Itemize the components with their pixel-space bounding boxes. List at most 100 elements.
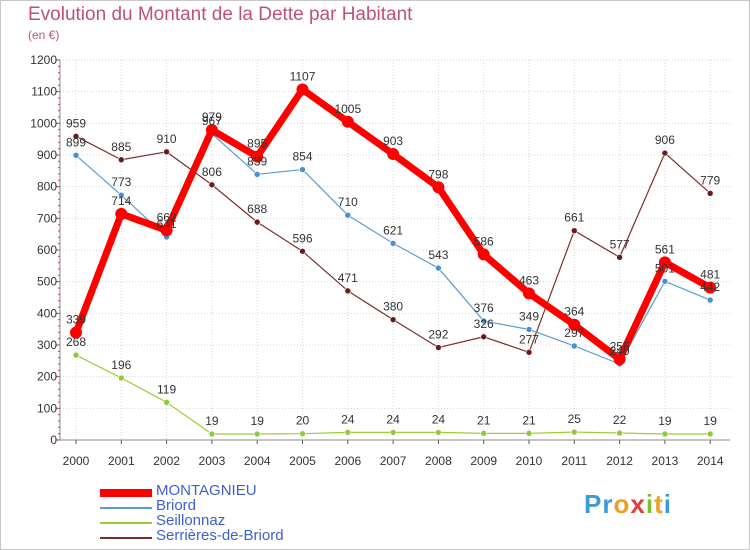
data-point — [432, 181, 445, 194]
data-label: 24 — [341, 412, 355, 426]
data-point — [525, 326, 533, 333]
data-label: 20 — [296, 414, 310, 428]
data-label: 119 — [157, 382, 176, 396]
data-point — [344, 211, 352, 219]
data-point — [525, 348, 533, 356]
y-tick-label: 1000 — [30, 116, 57, 130]
x-tick-label: 2001 — [108, 454, 135, 468]
data-label: 910 — [157, 132, 177, 146]
data-point — [435, 429, 442, 436]
data-point — [480, 333, 488, 341]
chart-title: Evolution du Montant de la Dette par Hab… — [28, 4, 413, 25]
data-label: 641 — [157, 217, 177, 231]
x-tick-label: 2007 — [380, 454, 407, 468]
y-tick-label: 1200 — [30, 53, 57, 67]
y-tick-label: 500 — [37, 275, 57, 289]
data-label: 21 — [522, 413, 536, 427]
x-tick-label: 2002 — [153, 454, 180, 468]
y-tick-label: 300 — [37, 338, 57, 352]
data-point — [389, 429, 397, 436]
data-label: 24 — [386, 412, 400, 426]
data-point — [616, 429, 623, 437]
data-point — [118, 191, 125, 199]
legend-label: Briord — [156, 497, 197, 514]
data-label: 268 — [66, 335, 86, 349]
data-label: 798 — [428, 167, 448, 181]
x-tick-label: 2013 — [652, 454, 679, 468]
y-tick-label: 200 — [37, 370, 57, 384]
data-label: 577 — [610, 237, 630, 251]
x-tick-label: 2014 — [697, 454, 724, 468]
y-tick-label: 1100 — [31, 85, 57, 99]
data-point — [208, 430, 216, 438]
data-label: 364 — [564, 305, 584, 319]
data-point — [118, 156, 125, 164]
data-label: 959 — [66, 116, 86, 130]
logo-letter: i — [645, 489, 655, 519]
data-point — [570, 428, 578, 436]
data-label: 376 — [474, 301, 494, 315]
legend-swatch — [100, 489, 152, 497]
data-point — [387, 148, 400, 161]
y-tick-label: 700 — [37, 211, 57, 225]
x-tick-label: 2003 — [199, 454, 226, 468]
data-label: 899 — [66, 135, 86, 149]
data-label: 688 — [247, 202, 267, 216]
legend-swatch — [100, 507, 152, 509]
data-point — [163, 148, 170, 156]
data-label: 339 — [66, 313, 86, 327]
data-point — [299, 247, 306, 255]
x-tick-label: 2000 — [63, 454, 90, 468]
data-label: 19 — [205, 414, 219, 428]
legend-label: Seillonnaz — [156, 512, 226, 529]
data-label: 24 — [432, 412, 446, 426]
data-point — [570, 227, 578, 234]
data-label: 471 — [338, 271, 358, 285]
data-point — [706, 190, 714, 197]
legend-swatch — [100, 522, 152, 524]
data-label: 277 — [519, 332, 539, 346]
data-label: 710 — [338, 195, 358, 209]
data-point — [658, 256, 671, 269]
data-point — [523, 287, 535, 300]
data-label: 779 — [700, 173, 720, 187]
data-point — [72, 152, 80, 159]
x-tick-label: 2006 — [334, 454, 361, 468]
legend-label: Serrières-de-Briord — [156, 527, 284, 544]
legend-swatch — [100, 537, 152, 539]
data-point — [480, 317, 488, 325]
data-label: 885 — [111, 140, 131, 154]
data-point — [115, 207, 128, 220]
x-tick-label: 2012 — [606, 454, 633, 468]
data-label: 621 — [383, 223, 403, 237]
y-tick-label: 400 — [37, 306, 57, 320]
data-label: 839 — [247, 154, 267, 168]
data-label: 19 — [704, 414, 718, 428]
data-point — [435, 264, 442, 272]
data-label: 463 — [519, 273, 539, 287]
y-tick-label: 800 — [37, 180, 57, 194]
data-label: 21 — [477, 413, 491, 427]
data-point — [344, 287, 352, 295]
data-point — [616, 253, 623, 261]
data-label: 19 — [251, 414, 265, 428]
data-point — [296, 83, 309, 96]
data-label: 292 — [428, 328, 448, 342]
x-tick-label: 2008 — [425, 454, 452, 468]
data-point — [477, 248, 490, 261]
data-label: 22 — [613, 413, 627, 427]
x-tick-label: 2011 — [561, 454, 587, 468]
data-label: 1107 — [290, 69, 316, 83]
proxiti-logo: Proxiti — [584, 489, 672, 520]
logo-letter: o — [613, 489, 631, 519]
data-point — [341, 115, 354, 128]
data-label: 662 — [157, 210, 177, 224]
data-point — [661, 430, 669, 438]
logo-letter: x — [630, 489, 646, 519]
data-point — [299, 430, 306, 437]
logo-letter: t — [654, 489, 664, 519]
x-tick-label: 2004 — [244, 454, 271, 468]
data-point — [72, 133, 80, 140]
data-label: 297 — [564, 326, 584, 340]
